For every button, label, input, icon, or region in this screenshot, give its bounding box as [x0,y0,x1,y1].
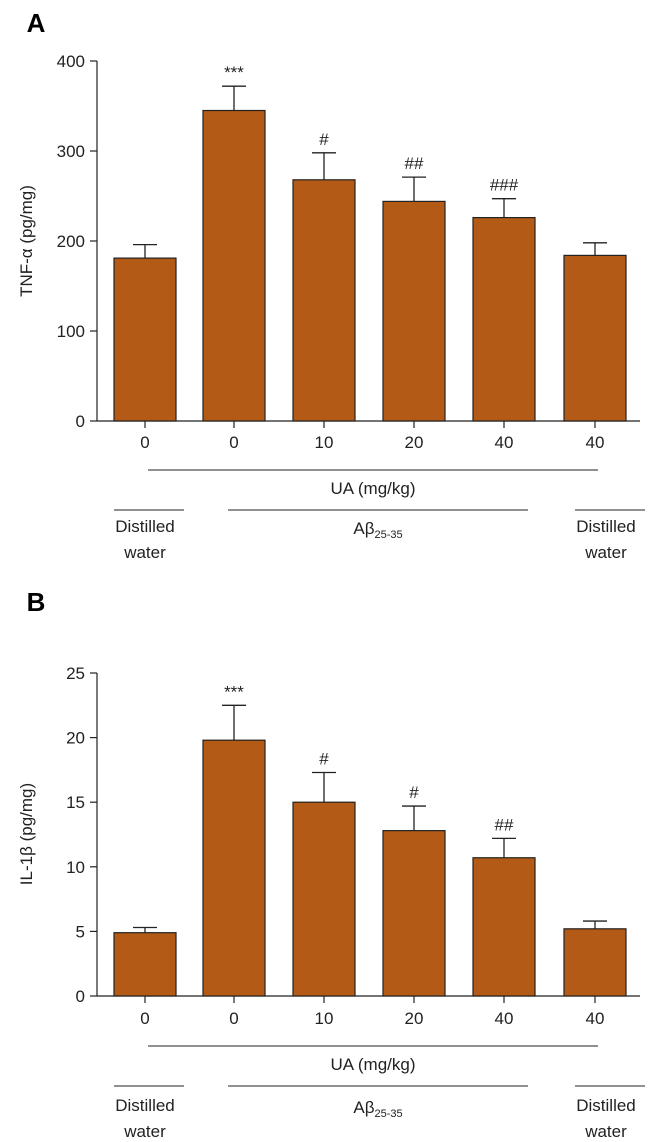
significance-label: # [319,749,329,768]
significance-label: *** [224,682,244,701]
y-tick-label: 400 [57,52,85,71]
x-tick-label: 20 [405,1009,424,1028]
bar [472,217,536,422]
significance-label: ## [495,815,514,834]
bar [113,932,177,997]
significance-label: *** [224,63,244,82]
significance-label: # [319,130,329,149]
x-axis-title: UA (mg/kg) [330,479,415,498]
x-tick-label: 0 [140,1009,149,1028]
y-tick-label: 0 [76,987,85,1006]
x-tick-label: 40 [495,1009,514,1028]
y-axis-title: TNF-α (pg/mg) [17,185,36,297]
group-label-main: Aβ [353,1098,374,1117]
panel-letter: B [27,587,46,617]
bar [202,739,266,997]
group-label-line1: Distilled [576,1096,636,1115]
bar [113,257,177,422]
group-label-line1: Distilled [576,517,636,536]
y-tick-label: 15 [66,793,85,812]
x-tick-label: 0 [229,1009,238,1028]
group-label-line1: Distilled [115,517,175,536]
x-tick-label: 10 [315,1009,334,1028]
chart-panel-b: B 0 5 10 15 20 25 IL-1β (pg/mg) 0 *** 0 #10 #20 ## 40 4… [17,587,645,1141]
panel-letter: A [27,8,46,38]
chart-panel-a: A 0 100 200 300 400 TNF-α (pg/mg) 0 *** 0 #10 ## 20 #… [17,8,645,562]
y-tick-label: 200 [57,232,85,251]
bar [382,830,446,997]
x-tick-label: 20 [405,433,424,452]
group-label-abeta: Aβ25-35 [353,1098,402,1120]
significance-label: # [409,783,419,802]
group-label-line2: water [584,543,627,562]
x-tick-label: 40 [586,1009,605,1028]
bar [202,109,266,422]
group-label-line2: water [123,1122,166,1141]
x-tick-label: 0 [140,433,149,452]
x-tick-label: 10 [315,433,334,452]
x-tick-label: 40 [495,433,514,452]
bar [563,254,627,422]
group-label-main: Aβ [353,519,374,538]
y-tick-label: 25 [66,664,85,683]
bar [292,801,356,997]
x-axis-title: UA (mg/kg) [330,1055,415,1074]
group-label-subscript: 25-35 [374,529,402,541]
bar [563,928,627,997]
y-tick-label: 300 [57,142,85,161]
significance-label: ## [405,154,424,173]
bar [382,200,446,422]
y-tick-label: 5 [76,922,85,941]
x-tick-label: 40 [586,433,605,452]
group-label-line1: Distilled [115,1096,175,1115]
group-label-line2: water [123,543,166,562]
bar [292,179,356,422]
x-tick-label: 0 [229,433,238,452]
y-axis-title: IL-1β (pg/mg) [17,783,36,885]
y-tick-label: 100 [57,322,85,341]
bar [472,857,536,997]
group-label-abeta: Aβ25-35 [353,519,402,541]
y-tick-label: 20 [66,729,85,748]
y-tick-label: 0 [76,412,85,431]
group-label-line2: water [584,1122,627,1141]
significance-label: ### [490,176,519,195]
y-tick-label: 10 [66,858,85,877]
group-label-subscript: 25-35 [374,1108,402,1120]
